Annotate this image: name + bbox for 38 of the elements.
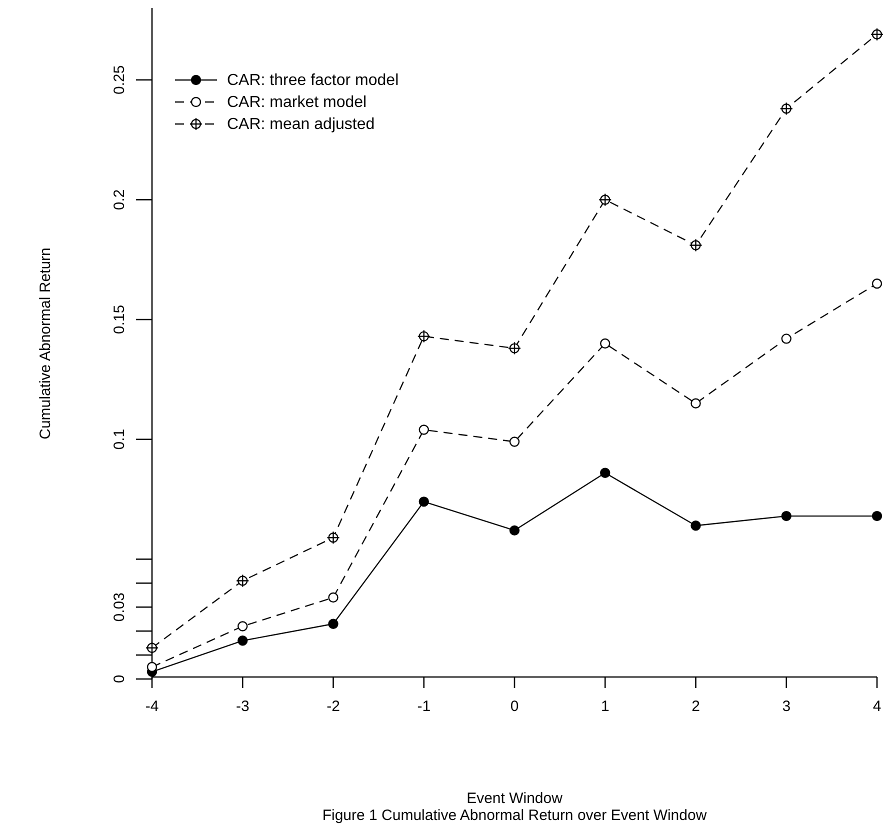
x-tick-label: -4 xyxy=(145,698,159,715)
point xyxy=(509,436,520,447)
x-tick-label: 1 xyxy=(600,698,610,715)
x-axis-title: Event Window xyxy=(466,790,563,807)
point xyxy=(328,618,338,629)
y-tick-label: 0.03 xyxy=(111,592,128,622)
point xyxy=(418,496,429,507)
y-tick-label: 0.2 xyxy=(111,189,128,210)
point xyxy=(600,468,610,478)
point xyxy=(146,662,158,672)
point xyxy=(238,636,248,646)
y-axis-title: Cumulative Abnormal Return xyxy=(37,248,54,440)
y-tick-label: 0.15 xyxy=(111,304,128,334)
y-tick-label: 0 xyxy=(111,674,128,684)
caption: Figure 1 Cumulative Abnormal Return over Event Window xyxy=(322,807,707,824)
legend-label: CAR: three factor model xyxy=(227,72,399,89)
y-tick-label: 0.25 xyxy=(111,65,128,94)
x-tick-label: 4 xyxy=(872,698,882,715)
point xyxy=(509,525,520,536)
x-tick-label: -1 xyxy=(417,698,431,715)
point xyxy=(418,424,429,435)
x-tick-label: 0 xyxy=(510,698,519,715)
x-tick-label: 2 xyxy=(692,698,700,715)
x-tick-label: -2 xyxy=(326,698,340,715)
legend-label: CAR: mean adjusted xyxy=(227,116,375,133)
point xyxy=(781,334,792,344)
x-tick-label: 3 xyxy=(782,698,791,715)
point xyxy=(781,510,792,522)
point xyxy=(600,338,610,349)
point xyxy=(690,398,701,409)
point xyxy=(872,278,882,289)
x-tick-label: -3 xyxy=(236,698,250,715)
point xyxy=(690,520,701,531)
point xyxy=(328,592,338,603)
y-tick-label: 0.1 xyxy=(111,428,128,450)
point xyxy=(238,621,248,632)
point xyxy=(872,510,882,522)
legend-label: CAR: market model xyxy=(227,94,367,111)
